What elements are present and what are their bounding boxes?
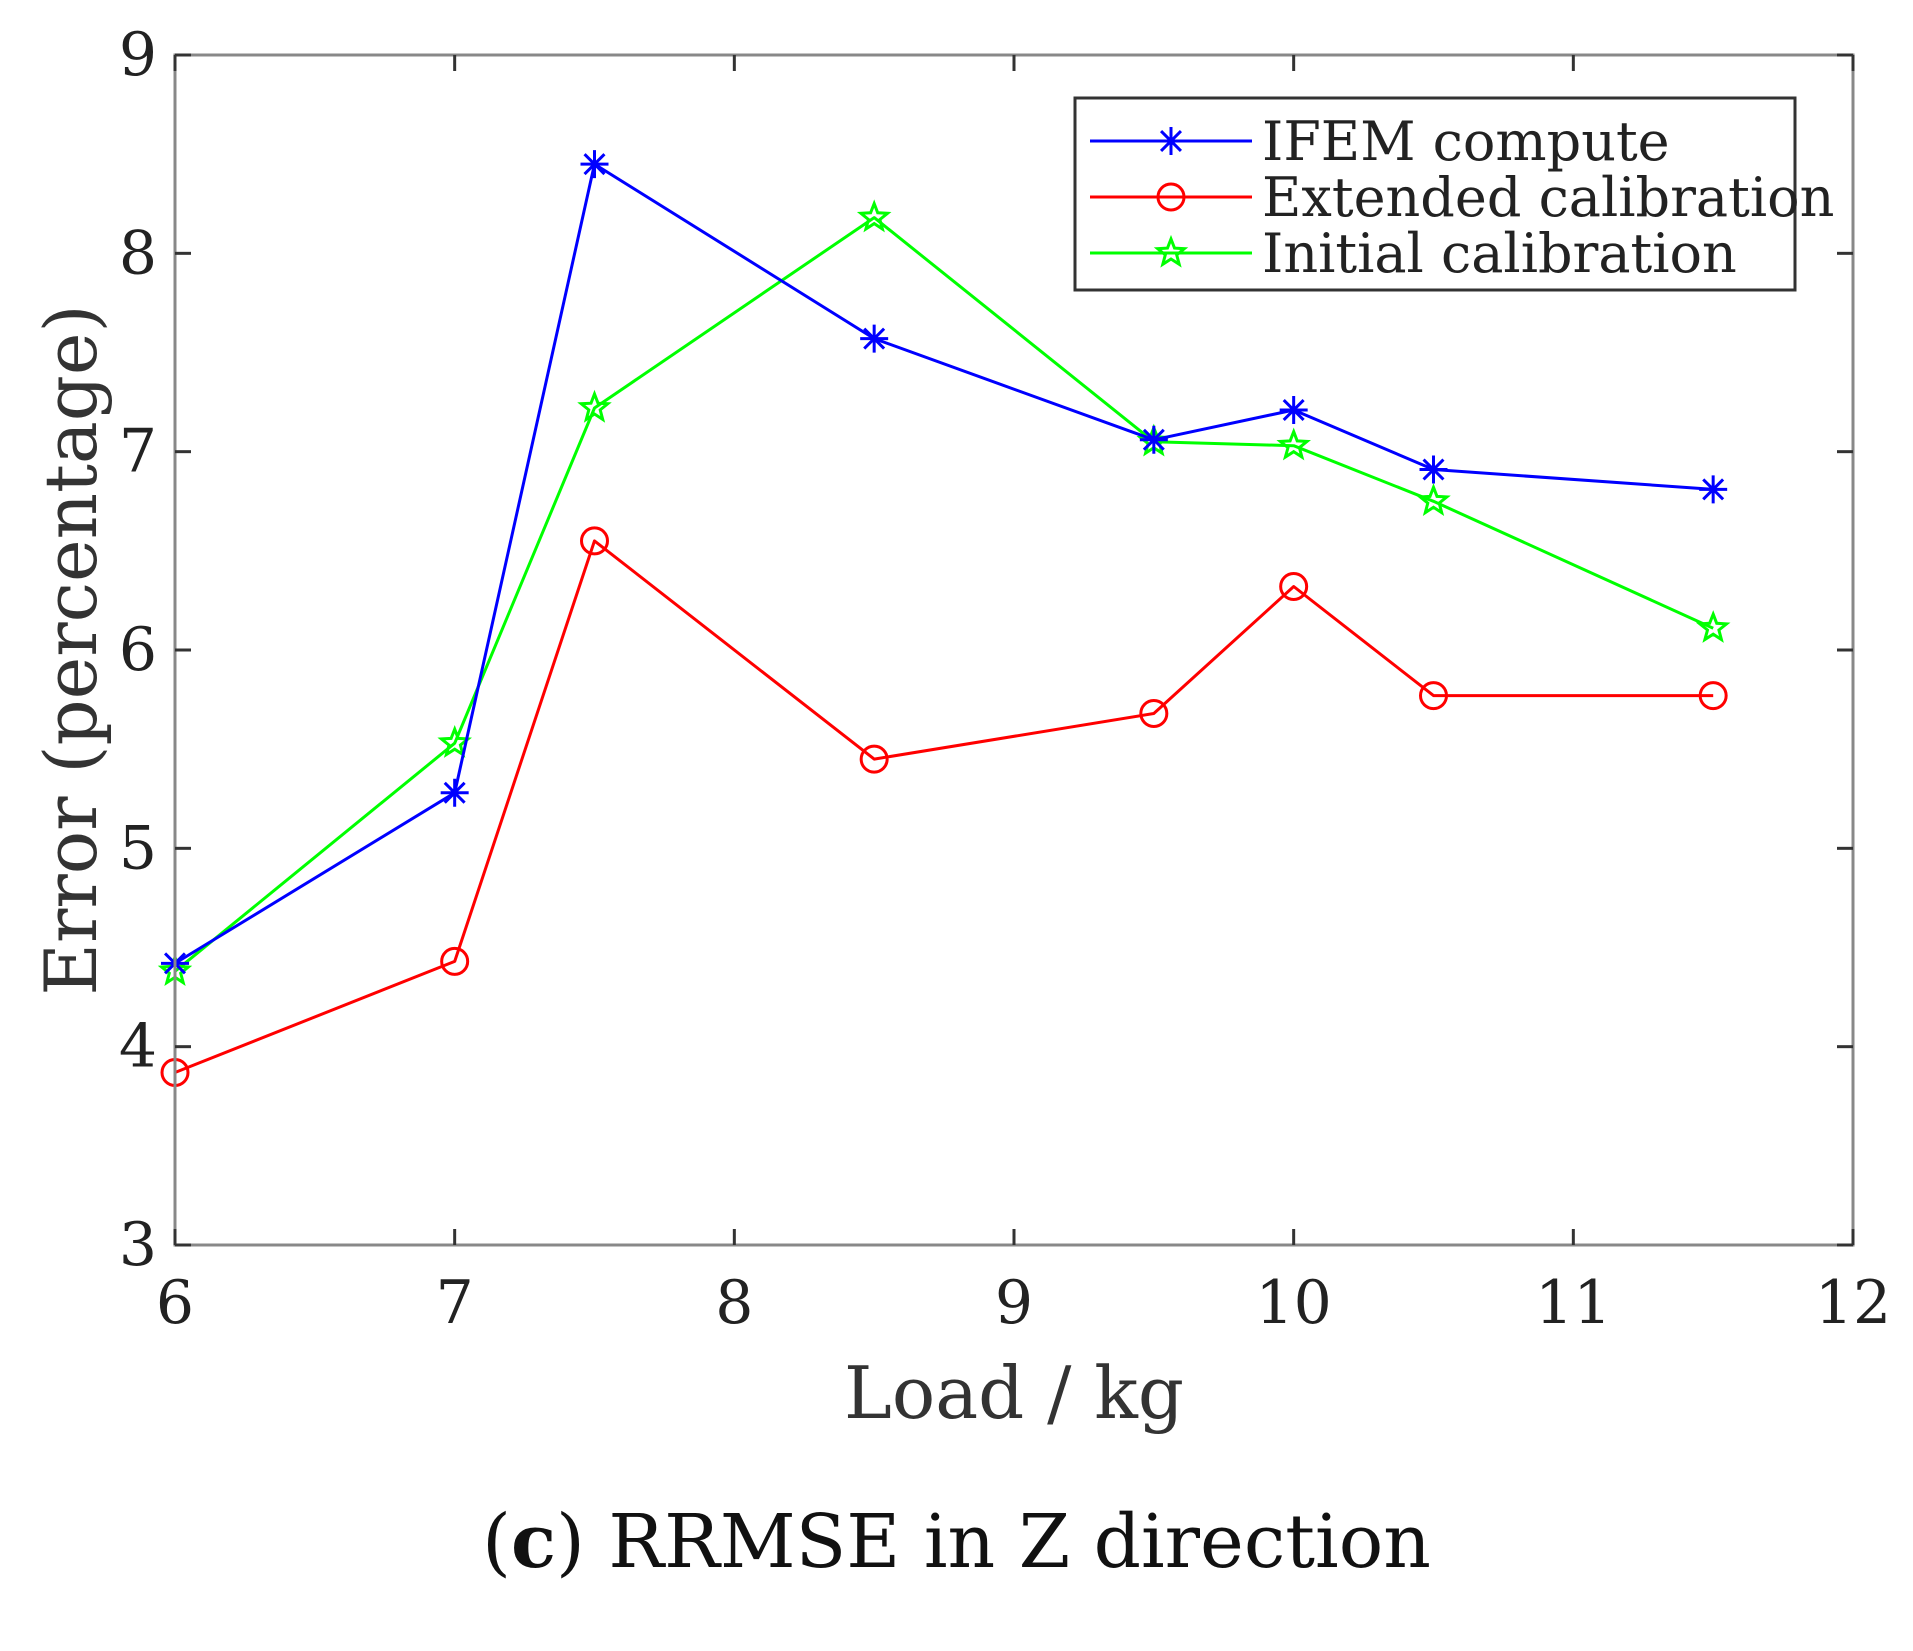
y-tick-label: 9 (119, 20, 157, 90)
caption-panel-label: c (510, 1499, 557, 1585)
y-tick-label: 7 (119, 417, 157, 487)
data-point-extended-calibration (1698, 681, 1728, 711)
data-point-extended-calibration-shape (1279, 572, 1309, 602)
data-point-extended-calibration-shape (440, 946, 470, 976)
y-axis-label: Error (percentage) (29, 304, 113, 995)
x-tick-label: 11 (1535, 1268, 1611, 1338)
caption-text: RRMSE in Z direction (584, 1499, 1431, 1585)
data-point-initial-calibration (1695, 610, 1731, 643)
x-tick-label: 12 (1815, 1268, 1891, 1338)
legend-marker-extended-calibration-shape (1156, 182, 1186, 212)
data-point-extended-calibration (859, 744, 889, 774)
data-point-ifem-compute-shape (1279, 396, 1308, 425)
data-point-initial-calibration (1276, 427, 1311, 461)
legend-entry-initial-calibration: Initial calibration (1090, 222, 1737, 285)
data-point-extended-calibration (1139, 698, 1169, 728)
data-point-initial-calibration (577, 389, 612, 423)
data-point-initial-calibration (856, 199, 892, 233)
legend-marker-initial-calibration-shape (1153, 234, 1189, 268)
legend-marker-ifem-compute-shape (1157, 127, 1185, 155)
x-axis-label: Load / kg (844, 1351, 1184, 1435)
data-point-extended-calibration-shape (580, 526, 609, 556)
line-chart: 6 7 8 9 10 11 12 3 4 5 6 7 8 9 Load / kg Error (perce… (29, 20, 1891, 1435)
series-initial-calibration (157, 199, 1731, 986)
data-point-initial-calibration (437, 725, 472, 758)
y-tick-label: 8 (119, 218, 157, 288)
data-point-ifem-compute-shape (580, 150, 609, 179)
series-line-initial-calibration (174, 216, 1714, 973)
series-line-ifem-compute (174, 162, 1714, 965)
data-point-initial-calibration-shape (1695, 610, 1731, 643)
series-ifem-compute (161, 150, 1728, 978)
figure-caption: (c) RRMSE in Z direction (0, 1505, 1913, 1579)
x-tick-label: 9 (995, 1268, 1033, 1338)
x-tick-label: 7 (436, 1268, 474, 1338)
x-tick-label: 8 (715, 1268, 753, 1338)
caption-open-paren: ( (482, 1499, 511, 1585)
data-point-ifem-compute (1419, 455, 1448, 484)
data-point-ifem-compute-shape (1139, 425, 1168, 454)
data-point-ifem-compute (860, 324, 889, 353)
data-point-extended-calibration-shape (859, 744, 889, 774)
data-point-ifem-compute (580, 150, 609, 179)
data-point-initial-calibration-shape (1276, 427, 1311, 461)
data-point-ifem-compute-shape (440, 778, 469, 807)
data-point-initial-calibration-shape (437, 725, 472, 758)
data-point-initial-calibration-shape (1416, 483, 1451, 516)
data-point-ifem-compute-shape (860, 324, 889, 353)
data-point-extended-calibration (1279, 572, 1309, 602)
legend-box (1073, 96, 1797, 292)
caption-close-paren: ) (556, 1499, 585, 1585)
y-tick-label: 5 (119, 813, 157, 883)
legend-marker-ifem-compute (1157, 127, 1185, 155)
data-point-extended-calibration-shape (1698, 681, 1728, 711)
legend-entry-ifem-compute: IFEM compute (1090, 110, 1670, 173)
legend-label-ifem-compute: IFEM compute (1262, 110, 1670, 173)
data-point-extended-calibration (1419, 681, 1448, 711)
legend-marker-extended-calibration (1156, 182, 1186, 212)
data-point-ifem-compute-shape (1699, 475, 1728, 504)
data-point-extended-calibration (580, 526, 609, 556)
y-tick-label: 4 (119, 1012, 157, 1082)
y-tick-label: 3 (119, 1210, 157, 1280)
data-point-initial-calibration-shape (577, 389, 612, 423)
data-point-initial-calibration (1416, 483, 1451, 516)
data-point-initial-calibration-shape (856, 199, 892, 233)
series-line-extended-calibration (174, 539, 1714, 1074)
x-tick-label: 10 (1255, 1268, 1331, 1338)
y-tick-label: 6 (119, 615, 157, 685)
data-point-extended-calibration (440, 946, 470, 976)
data-point-extended-calibration-shape (1419, 681, 1448, 711)
data-point-extended-calibration-shape (1139, 698, 1169, 728)
data-point-ifem-compute (440, 778, 469, 807)
legend-label-extended-calibration: Extended calibration (1262, 166, 1834, 229)
legend-entry-extended-calibration: Extended calibration (1090, 166, 1834, 229)
data-point-ifem-compute (1279, 396, 1308, 425)
data-point-ifem-compute (1699, 475, 1728, 504)
series-extended-calibration (160, 526, 1728, 1087)
data-point-ifem-compute (1139, 425, 1168, 454)
legend-marker-initial-calibration (1153, 234, 1189, 268)
x-tick-label: 6 (156, 1268, 194, 1338)
data-point-ifem-compute-shape (1419, 455, 1448, 484)
legend-label-initial-calibration: Initial calibration (1262, 222, 1737, 285)
